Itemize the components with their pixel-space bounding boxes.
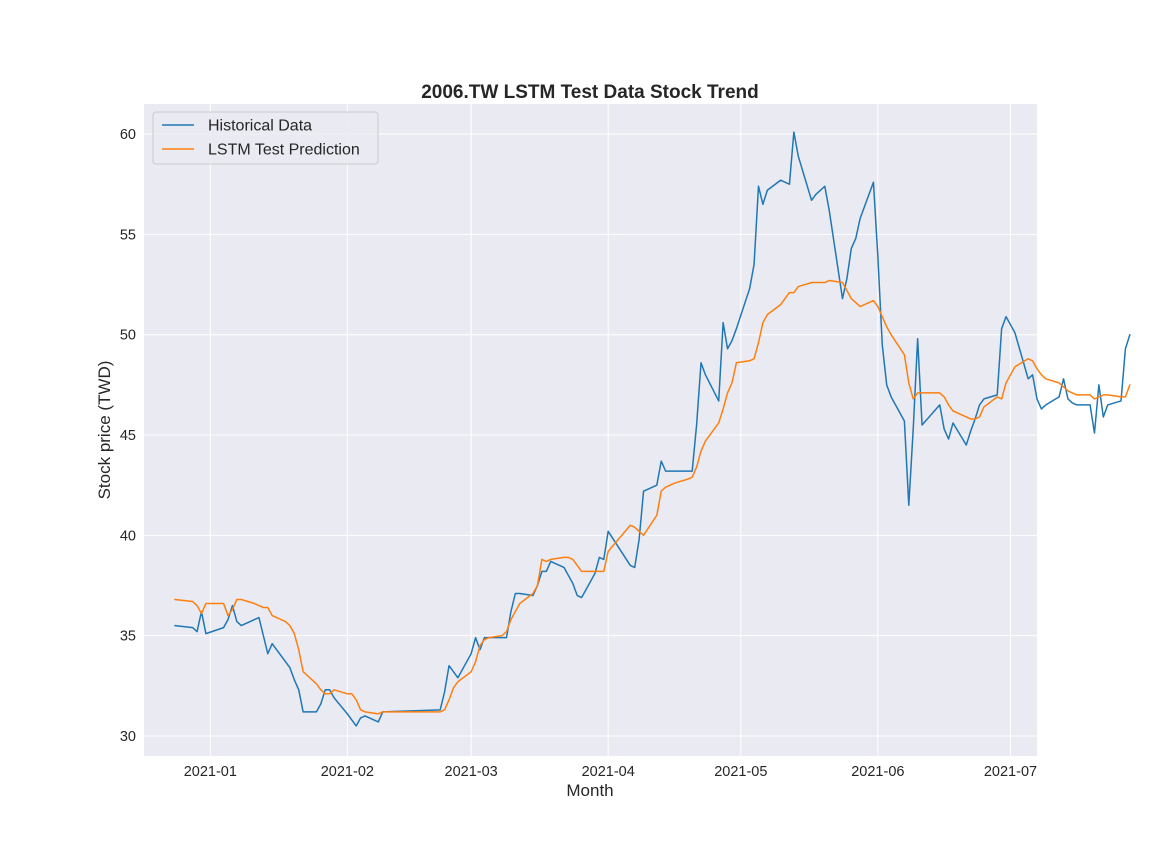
series-line-lstm-test-prediction bbox=[174, 279, 1131, 715]
series-lines bbox=[174, 131, 1131, 727]
y-tick-label: 30 bbox=[120, 729, 136, 745]
x-tick-label: 2021-04 bbox=[582, 764, 635, 780]
y-tick-label: 60 bbox=[120, 127, 136, 143]
y-axis-ticks: 30 35 40 45 50 55 60 bbox=[120, 127, 136, 745]
y-tick-label: 50 bbox=[120, 328, 136, 344]
x-tick-label: 2021-02 bbox=[321, 764, 374, 780]
x-axis-label: Month bbox=[566, 781, 613, 800]
series-line-historical-data bbox=[174, 131, 1131, 727]
gridlines bbox=[144, 104, 1037, 756]
y-tick-label: 45 bbox=[120, 428, 136, 444]
plot-area bbox=[144, 104, 1037, 756]
y-tick-label: 55 bbox=[120, 227, 136, 243]
x-tick-label: 2021-03 bbox=[445, 764, 498, 780]
x-tick-label: 2021-05 bbox=[714, 764, 767, 780]
legend-box bbox=[152, 111, 379, 165]
legend: Historical Data LSTM Test Prediction bbox=[152, 111, 379, 165]
x-tick-label: 2021-07 bbox=[984, 764, 1037, 780]
x-tick-label: 2021-06 bbox=[851, 764, 904, 780]
x-axis-ticks: 2021-01 2021-02 2021-03 2021-04 2021-05 2021-… bbox=[184, 764, 1037, 780]
y-tick-label: 35 bbox=[120, 629, 136, 645]
legend-label-lstm-test-prediction: LSTM Test Prediction bbox=[208, 142, 360, 159]
legend-label-historical-data: Historical Data bbox=[208, 118, 312, 135]
y-tick-label: 40 bbox=[120, 528, 136, 544]
chart-title: 2006.TW LSTM Test Data Stock Trend bbox=[421, 82, 759, 103]
x-tick-label: 2021-01 bbox=[184, 764, 237, 780]
y-axis-label: Stock price (TWD) bbox=[95, 361, 114, 500]
